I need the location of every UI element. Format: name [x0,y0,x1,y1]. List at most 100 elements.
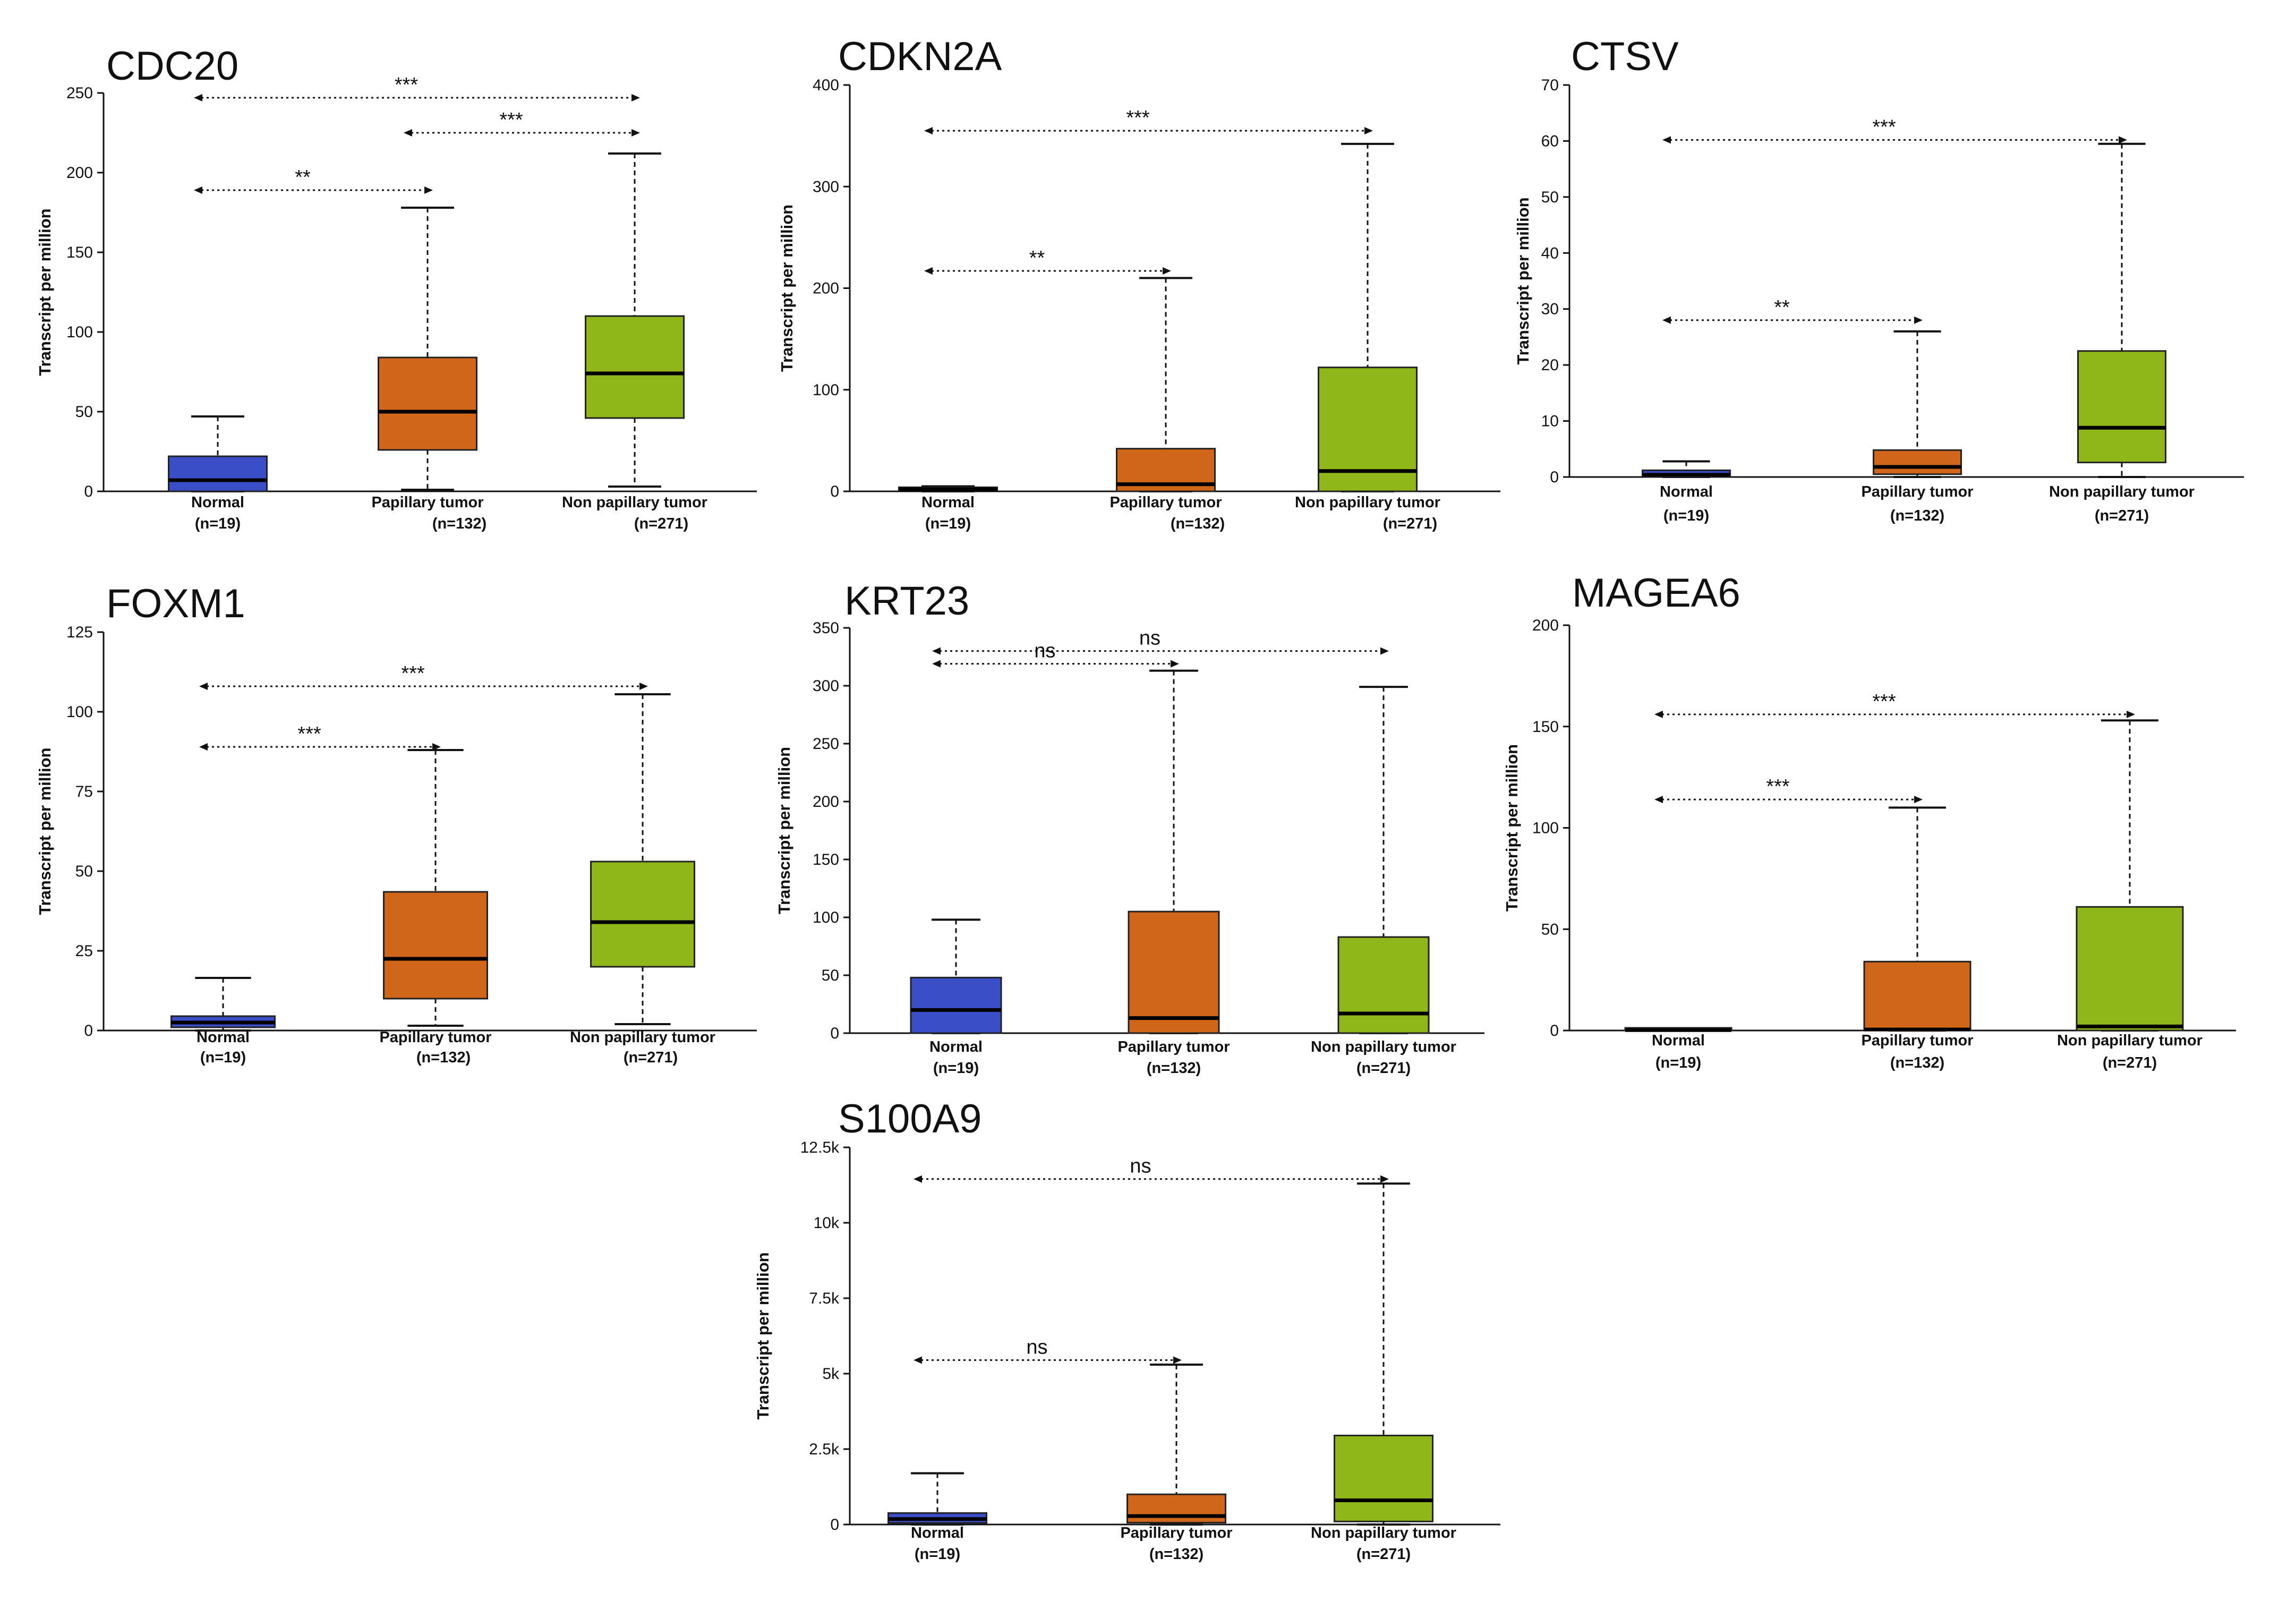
category-label: Normal [197,1029,250,1046]
count-label: (n=132) [1147,1060,1201,1077]
y-tick-label: 70 [1541,76,1559,94]
category-label: Normal [191,494,244,511]
y-axis-label: Transcript per million [36,747,54,915]
arrow-head-left [1654,796,1663,804]
category-label: Papillary tumor [379,1029,491,1046]
y-tick-label: 300 [813,178,839,195]
category-label: Normal [921,494,975,511]
category-label: Non papillary tumor [2049,483,2195,500]
boxplot-panel-cdc20: CDC20 0 50 100 150 200 250 Transcript per milli… [36,44,757,532]
significance-label: *** [297,723,321,745]
box-papillary [1863,960,1971,1032]
y-axis-label: Transcript per million [1514,197,1532,364]
significance-label: ** [295,166,311,189]
y-tick-label: 50 [75,863,93,880]
count-label: (n=271) [1356,1060,1411,1077]
y-tick-label: 7.5k [809,1290,840,1307]
panel-title: CTSV [1571,34,1679,79]
y-tick-label: 150 [66,244,93,261]
category-label: Non papillary tumor [2057,1032,2203,1049]
y-tick-label: 200 [66,164,93,182]
arrow-head-left [1654,710,1663,718]
y-tick-label: 50 [1541,189,1559,206]
box-non_papillary [1337,936,1430,1034]
y-tick-label: 2.5k [809,1441,840,1458]
y-tick-label: 200 [813,793,839,811]
arrow-head-right [1364,127,1373,135]
y-tick-label: 75 [75,783,93,800]
count-label: (n=271) [1383,515,1437,532]
arrow-head-right [631,129,640,137]
box-papillary [383,891,488,1000]
y-tick-label: 10 [1541,413,1559,430]
box-non_papillary [590,861,695,968]
y-tick-label: 100 [1532,820,1559,837]
y-tick-label: 350 [813,619,839,637]
arrow-head-right [639,683,648,690]
y-tick-label: 100 [66,323,93,341]
y-tick-label: 100 [813,381,839,399]
significance-label: *** [1872,116,1896,138]
count-label: (n=271) [624,1049,678,1066]
y-tick-label: 50 [75,403,93,421]
category-label: Non papillary tumor [1311,1038,1456,1055]
significance-label: ** [1774,296,1790,319]
panel-title: KRT23 [844,578,969,624]
arrow-head-right [631,94,640,101]
box-papillary [1126,1493,1226,1524]
significance-label: ns [1034,640,1055,662]
category-label: Papillary tumor [1117,1038,1230,1055]
y-axis-label: Transcript per million [778,205,796,372]
box-non_papillary [585,315,685,419]
category-label: Papillary tumor [1109,494,1222,511]
significance-label: ns [1026,1336,1047,1358]
arrow-head-right [2127,710,2135,718]
count-label: (n=19) [200,1049,246,1066]
category-label: Non papillary tumor [1311,1525,1456,1542]
arrow-head-right [1380,1175,1389,1183]
boxplot-panel-magea6: MAGEA6 0 50 100 150 200 Transcript per million… [1503,570,2236,1071]
box-non_papillary [2076,906,2184,1032]
category-label: Papillary tumor [1861,1032,1973,1049]
significance-label: *** [1126,107,1150,129]
category-label: Normal [929,1038,983,1055]
arrow-head-left [924,267,933,275]
y-axis-label: Transcript per million [775,747,793,914]
arrow-head-left [932,647,941,655]
count-label: (n=132) [416,1049,471,1066]
count-label: (n=19) [1663,507,1709,524]
significance-label: ns [1130,1155,1151,1178]
arrow-head-left [924,127,933,135]
y-axis-label: Transcript per million [754,1252,772,1419]
panel-title: CDC20 [106,44,238,89]
count-label: (n=19) [1655,1054,1701,1071]
y-tick-label: 0 [84,1022,93,1040]
arrow-head-left [1662,316,1671,324]
box-papillary [1128,910,1220,1034]
y-tick-label: 40 [1541,244,1559,262]
count-label: (n=132) [432,515,486,532]
panel-title: CDKN2A [838,34,1002,79]
boxplot-panel-foxm1: FOXM1 0 25 50 75 100 125 Transcript per million… [36,581,757,1066]
arrow-head-right [1173,1356,1182,1364]
y-tick-label: 12.5k [800,1139,840,1156]
boxplot-panel-s100a9: S100A9 0 2.5k 5k 7.5k 10k 12.5k Transcript per … [754,1096,1500,1563]
category-label: Normal [1660,483,1713,500]
count-label: (n=19) [925,515,971,532]
significance-label: *** [395,74,419,96]
arrow-head-left [914,1175,922,1183]
panel-title: S100A9 [838,1096,981,1142]
count-label: (n=132) [1171,515,1225,532]
arrow-head-right [424,186,433,194]
count-label: (n=19) [915,1546,960,1563]
y-tick-label: 200 [1532,617,1559,634]
y-tick-label: 50 [1541,921,1559,938]
category-label: Non papillary tumor [562,494,707,511]
panel-title: FOXM1 [106,581,245,626]
y-tick-label: 125 [66,624,93,641]
y-tick-label: 300 [813,677,839,695]
y-axis-label: Transcript per million [36,208,54,376]
count-label: (n=132) [1890,1054,1944,1071]
category-label: Non papillary tumor [1295,494,1440,511]
